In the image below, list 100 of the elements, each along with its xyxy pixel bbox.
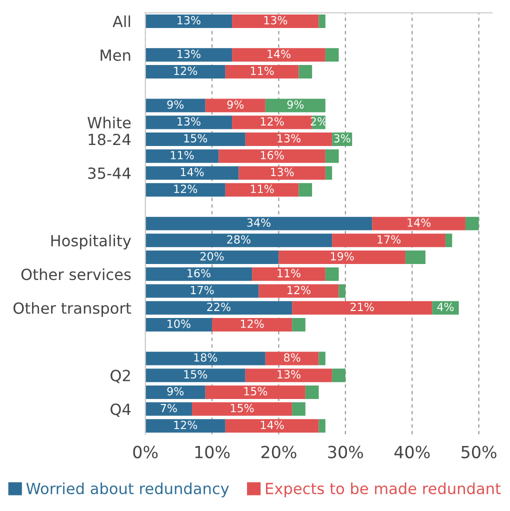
data-label: 11% xyxy=(278,268,300,278)
bar xyxy=(225,183,299,197)
bar xyxy=(145,116,232,130)
y-tick-label: Q2 xyxy=(110,370,130,384)
data-label: 3% xyxy=(334,134,350,142)
bar xyxy=(298,183,312,197)
data-label: 13% xyxy=(270,168,294,176)
y-tick-label: 18-24 xyxy=(88,134,131,146)
data-label: 13% xyxy=(278,134,300,142)
x-tick-label: 50% xyxy=(462,446,496,458)
data-label: 21% xyxy=(350,302,374,312)
data-label: 12% xyxy=(240,320,264,328)
bar xyxy=(145,250,279,264)
data-label: 4% xyxy=(437,302,454,312)
y-tick-label: 35-44 xyxy=(88,167,131,179)
bar xyxy=(145,419,226,433)
y-tick-label: Men xyxy=(100,50,130,61)
bar xyxy=(238,166,326,180)
bar xyxy=(432,301,459,315)
data-label: 22% xyxy=(207,302,230,312)
data-label: 12% xyxy=(288,286,310,294)
bar xyxy=(145,318,212,332)
data-label: 13% xyxy=(278,370,300,379)
data-label: 15% xyxy=(184,370,208,379)
data-label: 18% xyxy=(194,353,218,362)
bar xyxy=(318,419,326,433)
bar xyxy=(205,98,266,112)
bar xyxy=(372,216,466,230)
bar xyxy=(338,284,346,298)
y-tick-label: Hospitality xyxy=(51,234,132,250)
bar xyxy=(225,419,319,433)
bar xyxy=(145,352,266,366)
data-label: 11% xyxy=(170,150,194,160)
bar xyxy=(145,284,259,298)
data-label: 15% xyxy=(184,134,208,142)
bar xyxy=(465,216,479,230)
x-tick-label: 30% xyxy=(328,446,364,458)
data-label: 16% xyxy=(188,268,210,278)
bar xyxy=(258,284,339,298)
legend-label: Expects to be made redundant xyxy=(266,482,501,498)
data-label: 13% xyxy=(178,16,200,24)
bar xyxy=(192,402,292,416)
data-label: 9% xyxy=(287,100,304,109)
x-tick-label: 20% xyxy=(261,446,296,458)
bar xyxy=(325,267,339,281)
bar xyxy=(325,166,332,180)
data-label: 9% xyxy=(167,387,184,396)
data-label: 14% xyxy=(408,218,431,227)
data-label: 15% xyxy=(244,387,268,396)
data-label: 19% xyxy=(330,252,354,261)
bar xyxy=(298,65,312,79)
data-label: 14% xyxy=(268,50,290,58)
bar xyxy=(145,402,192,416)
data-label: 7% xyxy=(160,404,177,412)
bar xyxy=(318,14,326,28)
bar xyxy=(145,149,219,163)
bar xyxy=(232,48,326,62)
bar xyxy=(445,234,452,248)
data-label: 11% xyxy=(250,66,274,76)
data-label: 9% xyxy=(167,100,184,109)
bar xyxy=(218,149,326,163)
bar xyxy=(225,65,299,79)
bar xyxy=(278,250,406,264)
bar xyxy=(145,48,232,62)
bar xyxy=(232,14,319,28)
data-label: 20% xyxy=(200,252,224,261)
y-tick-label: Q4 xyxy=(110,404,131,417)
bar xyxy=(305,385,319,399)
y-tick-label: All xyxy=(112,15,130,28)
bar xyxy=(292,402,306,416)
bar xyxy=(252,267,326,281)
bar xyxy=(145,183,226,197)
bar xyxy=(145,234,332,248)
data-label: 17% xyxy=(190,286,214,294)
bar xyxy=(212,318,292,332)
data-label: 13% xyxy=(178,117,200,126)
bar xyxy=(145,267,252,281)
bar xyxy=(145,65,226,79)
bar xyxy=(145,301,292,315)
bar xyxy=(145,98,206,112)
y-tick-label: Other transport xyxy=(13,302,132,317)
bar xyxy=(265,352,319,366)
bar xyxy=(332,368,346,382)
data-label: 34% xyxy=(247,218,270,227)
data-label: 8% xyxy=(284,353,300,362)
data-label: 28% xyxy=(227,235,250,244)
data-label: 13% xyxy=(178,50,200,58)
data-label: 17% xyxy=(378,235,401,244)
bar xyxy=(145,368,246,382)
y-tick-label: Other services xyxy=(21,268,131,280)
bar xyxy=(318,352,326,366)
bar xyxy=(292,301,432,315)
data-label: 12% xyxy=(260,117,284,126)
data-label: 9% xyxy=(227,100,244,109)
bar xyxy=(232,116,312,130)
data-label: 10% xyxy=(168,320,190,328)
data-label: 16% xyxy=(260,150,284,160)
data-label: 14% xyxy=(260,420,284,430)
data-label: 12% xyxy=(174,420,198,430)
x-tick-label: 40% xyxy=(394,446,430,458)
